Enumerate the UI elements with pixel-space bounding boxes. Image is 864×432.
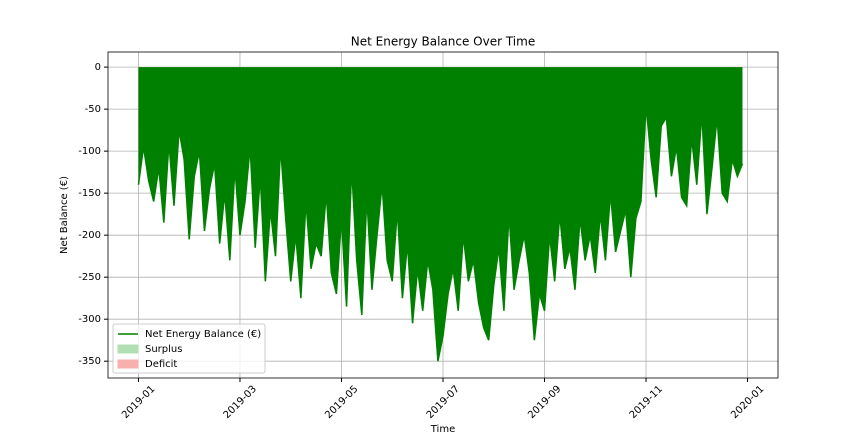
x-tick-label: 2019-03	[222, 384, 259, 421]
line	[137, 104, 744, 362]
legend-label: Deficit	[145, 359, 177, 370]
chart-title: Net Energy Balance Over Time	[351, 35, 535, 49]
y-tick-label: -100	[78, 146, 101, 157]
y-axis-label: Net Balance (€)	[59, 176, 70, 254]
x-tick-label: 2019-07	[425, 384, 462, 421]
y-tick-label: -50	[85, 104, 101, 115]
y-tick-label: -350	[78, 356, 101, 367]
y-tick-label: -150	[78, 188, 101, 199]
legend-box	[112, 323, 266, 374]
x-tick-label: 2020-01	[729, 384, 766, 421]
x-tick-label: 2019-01	[120, 384, 157, 421]
plot-frame	[107, 51, 779, 379]
x-axis-label: Time	[430, 424, 455, 432]
legend-swatch	[117, 344, 139, 354]
x-tick-label: 2019-11	[628, 384, 665, 421]
legend-label: Net Energy Balance (€)	[145, 329, 261, 340]
y-tick-label: -300	[78, 314, 101, 325]
y-tick-label: 0	[95, 62, 101, 73]
x-tick-label: 2019-09	[526, 384, 563, 421]
x-tick-label: 2019-05	[323, 384, 360, 421]
area	[138, 67, 743, 362]
legend-label: Surplus	[145, 344, 182, 355]
y-tick-label: -250	[78, 272, 101, 283]
legend-swatch	[117, 359, 139, 369]
y-tick-label: -200	[78, 230, 101, 241]
